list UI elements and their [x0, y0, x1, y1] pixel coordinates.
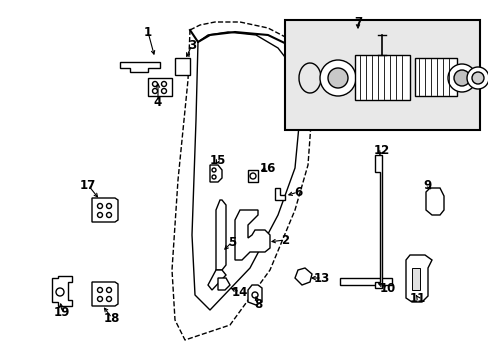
Circle shape: [97, 212, 102, 217]
Circle shape: [97, 203, 102, 208]
Text: 6: 6: [293, 185, 302, 198]
Circle shape: [447, 64, 475, 92]
Text: 12: 12: [373, 144, 389, 157]
Polygon shape: [175, 58, 190, 75]
Text: 4: 4: [154, 95, 162, 108]
Text: 17: 17: [80, 179, 96, 192]
Text: 7: 7: [353, 15, 361, 28]
Polygon shape: [207, 270, 225, 290]
Circle shape: [327, 68, 347, 88]
Circle shape: [106, 212, 111, 217]
Polygon shape: [148, 78, 172, 96]
Text: 2: 2: [281, 234, 288, 247]
Polygon shape: [411, 268, 419, 290]
Polygon shape: [339, 278, 391, 285]
Polygon shape: [209, 165, 222, 182]
Polygon shape: [247, 285, 262, 305]
Polygon shape: [247, 170, 258, 182]
Polygon shape: [120, 62, 160, 72]
Polygon shape: [92, 282, 118, 306]
Bar: [285, 20, 479, 130]
Circle shape: [453, 70, 469, 86]
Text: 5: 5: [227, 235, 236, 248]
Polygon shape: [52, 276, 72, 306]
Circle shape: [106, 297, 111, 302]
Circle shape: [212, 168, 216, 172]
Polygon shape: [294, 268, 311, 285]
Circle shape: [161, 89, 166, 94]
Polygon shape: [425, 188, 443, 215]
Circle shape: [97, 288, 102, 292]
Polygon shape: [235, 210, 269, 260]
Circle shape: [97, 297, 102, 302]
Text: 19: 19: [54, 306, 70, 319]
Text: 15: 15: [209, 153, 226, 166]
Circle shape: [161, 81, 166, 86]
Text: 16: 16: [259, 162, 276, 175]
Polygon shape: [216, 200, 225, 270]
Text: 10: 10: [379, 282, 395, 294]
Circle shape: [212, 175, 216, 179]
Polygon shape: [405, 255, 431, 302]
Circle shape: [251, 292, 258, 298]
Text: 8: 8: [253, 297, 262, 310]
Circle shape: [152, 89, 157, 94]
Text: 18: 18: [103, 311, 120, 324]
Text: 1: 1: [143, 26, 152, 39]
Polygon shape: [374, 155, 381, 288]
Circle shape: [249, 173, 256, 179]
Text: 14: 14: [231, 285, 248, 298]
Polygon shape: [92, 198, 118, 222]
Circle shape: [106, 288, 111, 292]
Polygon shape: [218, 278, 229, 290]
Text: 11: 11: [409, 292, 425, 305]
Bar: [354, 55, 409, 100]
Circle shape: [106, 203, 111, 208]
Text: 9: 9: [423, 179, 431, 192]
Text: 3: 3: [187, 39, 196, 51]
Circle shape: [471, 72, 483, 84]
Text: 13: 13: [313, 271, 329, 284]
Polygon shape: [274, 188, 285, 200]
Circle shape: [466, 67, 488, 89]
Circle shape: [56, 288, 64, 296]
Circle shape: [319, 60, 355, 96]
Circle shape: [152, 81, 157, 86]
Bar: [414, 58, 456, 96]
